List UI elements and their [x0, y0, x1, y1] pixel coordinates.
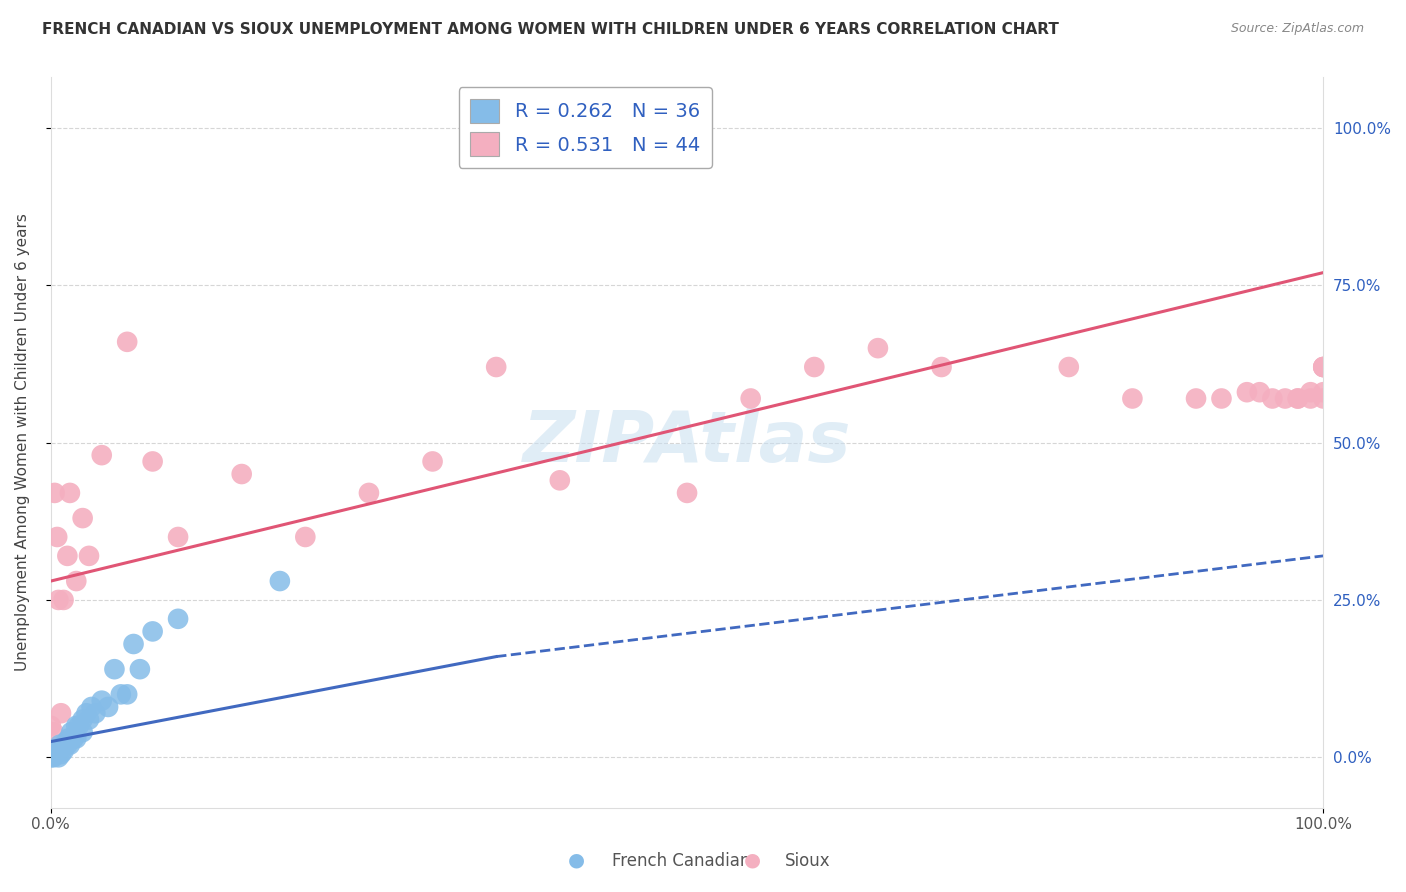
Point: [1211, 392, 1233, 406]
Point: [67, 719, 90, 733]
Point: [72, 713, 94, 727]
Point: [1312, 359, 1334, 374]
Point: [49, 706, 72, 721]
Text: ●: ●: [744, 851, 761, 870]
Point: [72, 511, 94, 525]
Point: [1312, 385, 1334, 400]
Point: [42, 750, 65, 764]
Point: [55, 734, 77, 748]
Point: [65, 719, 87, 733]
Point: [142, 454, 165, 468]
Point: [1121, 392, 1143, 406]
Text: French Canadians: French Canadians: [612, 852, 759, 870]
Point: [46, 744, 69, 758]
Point: [110, 687, 132, 701]
Point: [931, 359, 953, 374]
Point: [129, 662, 152, 676]
Point: [90, 448, 112, 462]
Point: [77, 713, 100, 727]
Point: [39, 719, 62, 733]
Point: [1286, 392, 1309, 406]
Point: [1261, 392, 1284, 406]
Point: [740, 392, 762, 406]
Point: [1249, 385, 1271, 400]
Point: [803, 359, 825, 374]
Point: [46, 530, 69, 544]
Point: [65, 574, 87, 588]
Point: [52, 593, 75, 607]
Y-axis label: Unemployment Among Women with Children Under 6 years: Unemployment Among Women with Children U…: [15, 213, 30, 672]
Point: [59, 738, 82, 752]
Point: [1057, 359, 1080, 374]
Point: [60, 725, 83, 739]
Point: [1274, 392, 1296, 406]
Point: [1299, 385, 1322, 400]
Point: [49, 740, 72, 755]
Point: [142, 624, 165, 639]
Point: [97, 700, 120, 714]
Point: [90, 693, 112, 707]
Point: [65, 731, 87, 746]
Point: [485, 359, 508, 374]
Point: [1312, 392, 1334, 406]
Point: [866, 341, 889, 355]
Point: [56, 738, 79, 752]
Point: [1312, 359, 1334, 374]
Text: Sioux: Sioux: [785, 852, 830, 870]
Point: [45, 744, 67, 758]
Text: ●: ●: [568, 851, 585, 870]
Point: [48, 750, 70, 764]
Point: [52, 738, 75, 752]
Point: [56, 549, 79, 563]
Point: [72, 725, 94, 739]
Point: [48, 738, 70, 752]
Point: [58, 731, 80, 746]
Text: Source: ZipAtlas.com: Source: ZipAtlas.com: [1230, 22, 1364, 36]
Point: [103, 662, 125, 676]
Point: [167, 530, 190, 544]
Point: [75, 706, 97, 721]
Point: [167, 612, 190, 626]
Point: [80, 700, 103, 714]
Point: [548, 473, 571, 487]
Point: [1185, 392, 1208, 406]
Legend: R = 0.262   N = 36, R = 0.531   N = 44: R = 0.262 N = 36, R = 0.531 N = 44: [458, 87, 711, 168]
Text: ZIPAtlas: ZIPAtlas: [523, 408, 851, 477]
Point: [122, 637, 145, 651]
Point: [676, 486, 699, 500]
Point: [231, 467, 253, 481]
Point: [294, 530, 316, 544]
Point: [77, 549, 100, 563]
Point: [115, 334, 138, 349]
Point: [84, 706, 107, 721]
Point: [49, 747, 72, 761]
Text: FRENCH CANADIAN VS SIOUX UNEMPLOYMENT AMONG WOMEN WITH CHILDREN UNDER 6 YEARS CO: FRENCH CANADIAN VS SIOUX UNEMPLOYMENT AM…: [42, 22, 1059, 37]
Point: [1236, 385, 1258, 400]
Point: [59, 486, 82, 500]
Point: [44, 747, 66, 761]
Point: [422, 454, 444, 468]
Point: [62, 731, 84, 746]
Point: [115, 687, 138, 701]
Point: [52, 744, 75, 758]
Point: [44, 486, 66, 500]
Point: [48, 593, 70, 607]
Point: [357, 486, 380, 500]
Point: [269, 574, 291, 588]
Point: [1299, 392, 1322, 406]
Point: [39, 750, 62, 764]
Point: [42, 725, 65, 739]
Point: [1312, 359, 1334, 374]
Point: [1286, 392, 1309, 406]
